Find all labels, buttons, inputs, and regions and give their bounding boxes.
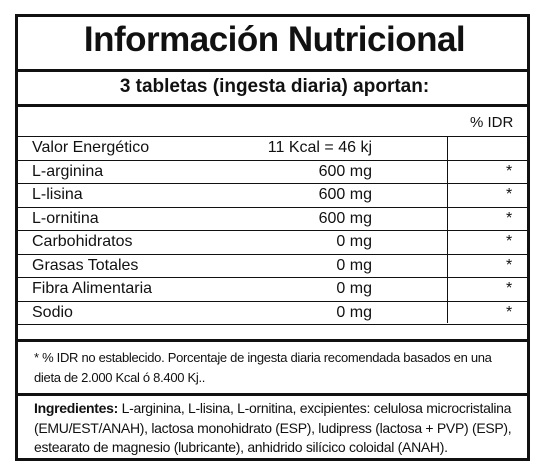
table-row: Valor Energético 11 Kcal = 46 kj: [18, 137, 527, 161]
footnote-divider: [18, 339, 527, 342]
table-row: Sodio 0 mg *: [18, 302, 527, 325]
table-top-line: [18, 136, 527, 137]
nutrient-idr: *: [506, 256, 513, 274]
nutrient-amount: 600 mg: [318, 162, 372, 180]
nutrient-name: Sodio: [32, 303, 73, 321]
nutrient-idr: *: [506, 233, 513, 250]
table-row: L-lisina 600 mg *: [18, 184, 527, 208]
nutrient-idr: *: [506, 303, 513, 321]
nutrient-idr: *: [506, 209, 513, 227]
nutrient-amount: 0 mg: [336, 256, 372, 274]
ingredients-list: L-arginina, L-lisina, L-ornitina, excipi…: [34, 400, 512, 455]
nutrient-table: Valor Energético 11 Kcal = 46 kj L-argin…: [18, 137, 527, 325]
nutrient-name: Grasas Totales: [32, 256, 139, 274]
ingredients-label: Ingredientes:: [34, 400, 119, 416]
nutrient-name: L-lisina: [32, 186, 83, 203]
idr-footnote: * % IDR no establecido. Porcentaje de in…: [34, 350, 492, 385]
nutrient-idr: *: [506, 186, 513, 203]
subtitle-divider: [18, 104, 527, 107]
nutrient-name: Fibra Alimentaria: [32, 280, 153, 297]
table-row: L-arginina 600 mg *: [18, 161, 527, 184]
nutrient-amount: 0 mg: [336, 233, 372, 250]
nutrition-label-frame: [15, 14, 530, 461]
nutrient-name: Carbohidratos: [32, 233, 133, 250]
nutrient-amount: 0 mg: [336, 280, 372, 297]
nutrient-amount: 600 mg: [318, 186, 372, 203]
label-title: Información Nutricional: [83, 20, 466, 59]
nutrient-idr: *: [506, 162, 513, 180]
nutrient-idr: *: [506, 280, 513, 297]
table-row: Fibra Alimentaria 0 mg *: [18, 278, 527, 302]
nutrient-amount: 0 mg: [336, 303, 372, 321]
idr-column-header: % IDR: [470, 114, 514, 131]
nutrient-name: Valor Energético: [32, 139, 150, 156]
nutrient-amount: 11 Kcal = 46 kj: [267, 139, 372, 156]
table-row: Grasas Totales 0 mg *: [18, 255, 527, 278]
idr-column-separator: [447, 137, 448, 323]
ingredients-text: Ingredientes: L-arginina, L-lisina, L-or…: [34, 399, 514, 458]
title-divider: [18, 69, 527, 72]
serving-subtitle: 3 tabletas (ingesta diaria) aportan:: [119, 76, 430, 97]
nutrient-name: L-ornitina: [32, 209, 99, 227]
nutrient-name: L-arginina: [32, 162, 104, 180]
table-row: Carbohidratos 0 mg *: [18, 231, 527, 255]
nutrient-amount: 600 mg: [318, 209, 372, 227]
table-row: L-ornitina 600 mg *: [18, 208, 527, 231]
ingredients-divider: [18, 393, 527, 396]
